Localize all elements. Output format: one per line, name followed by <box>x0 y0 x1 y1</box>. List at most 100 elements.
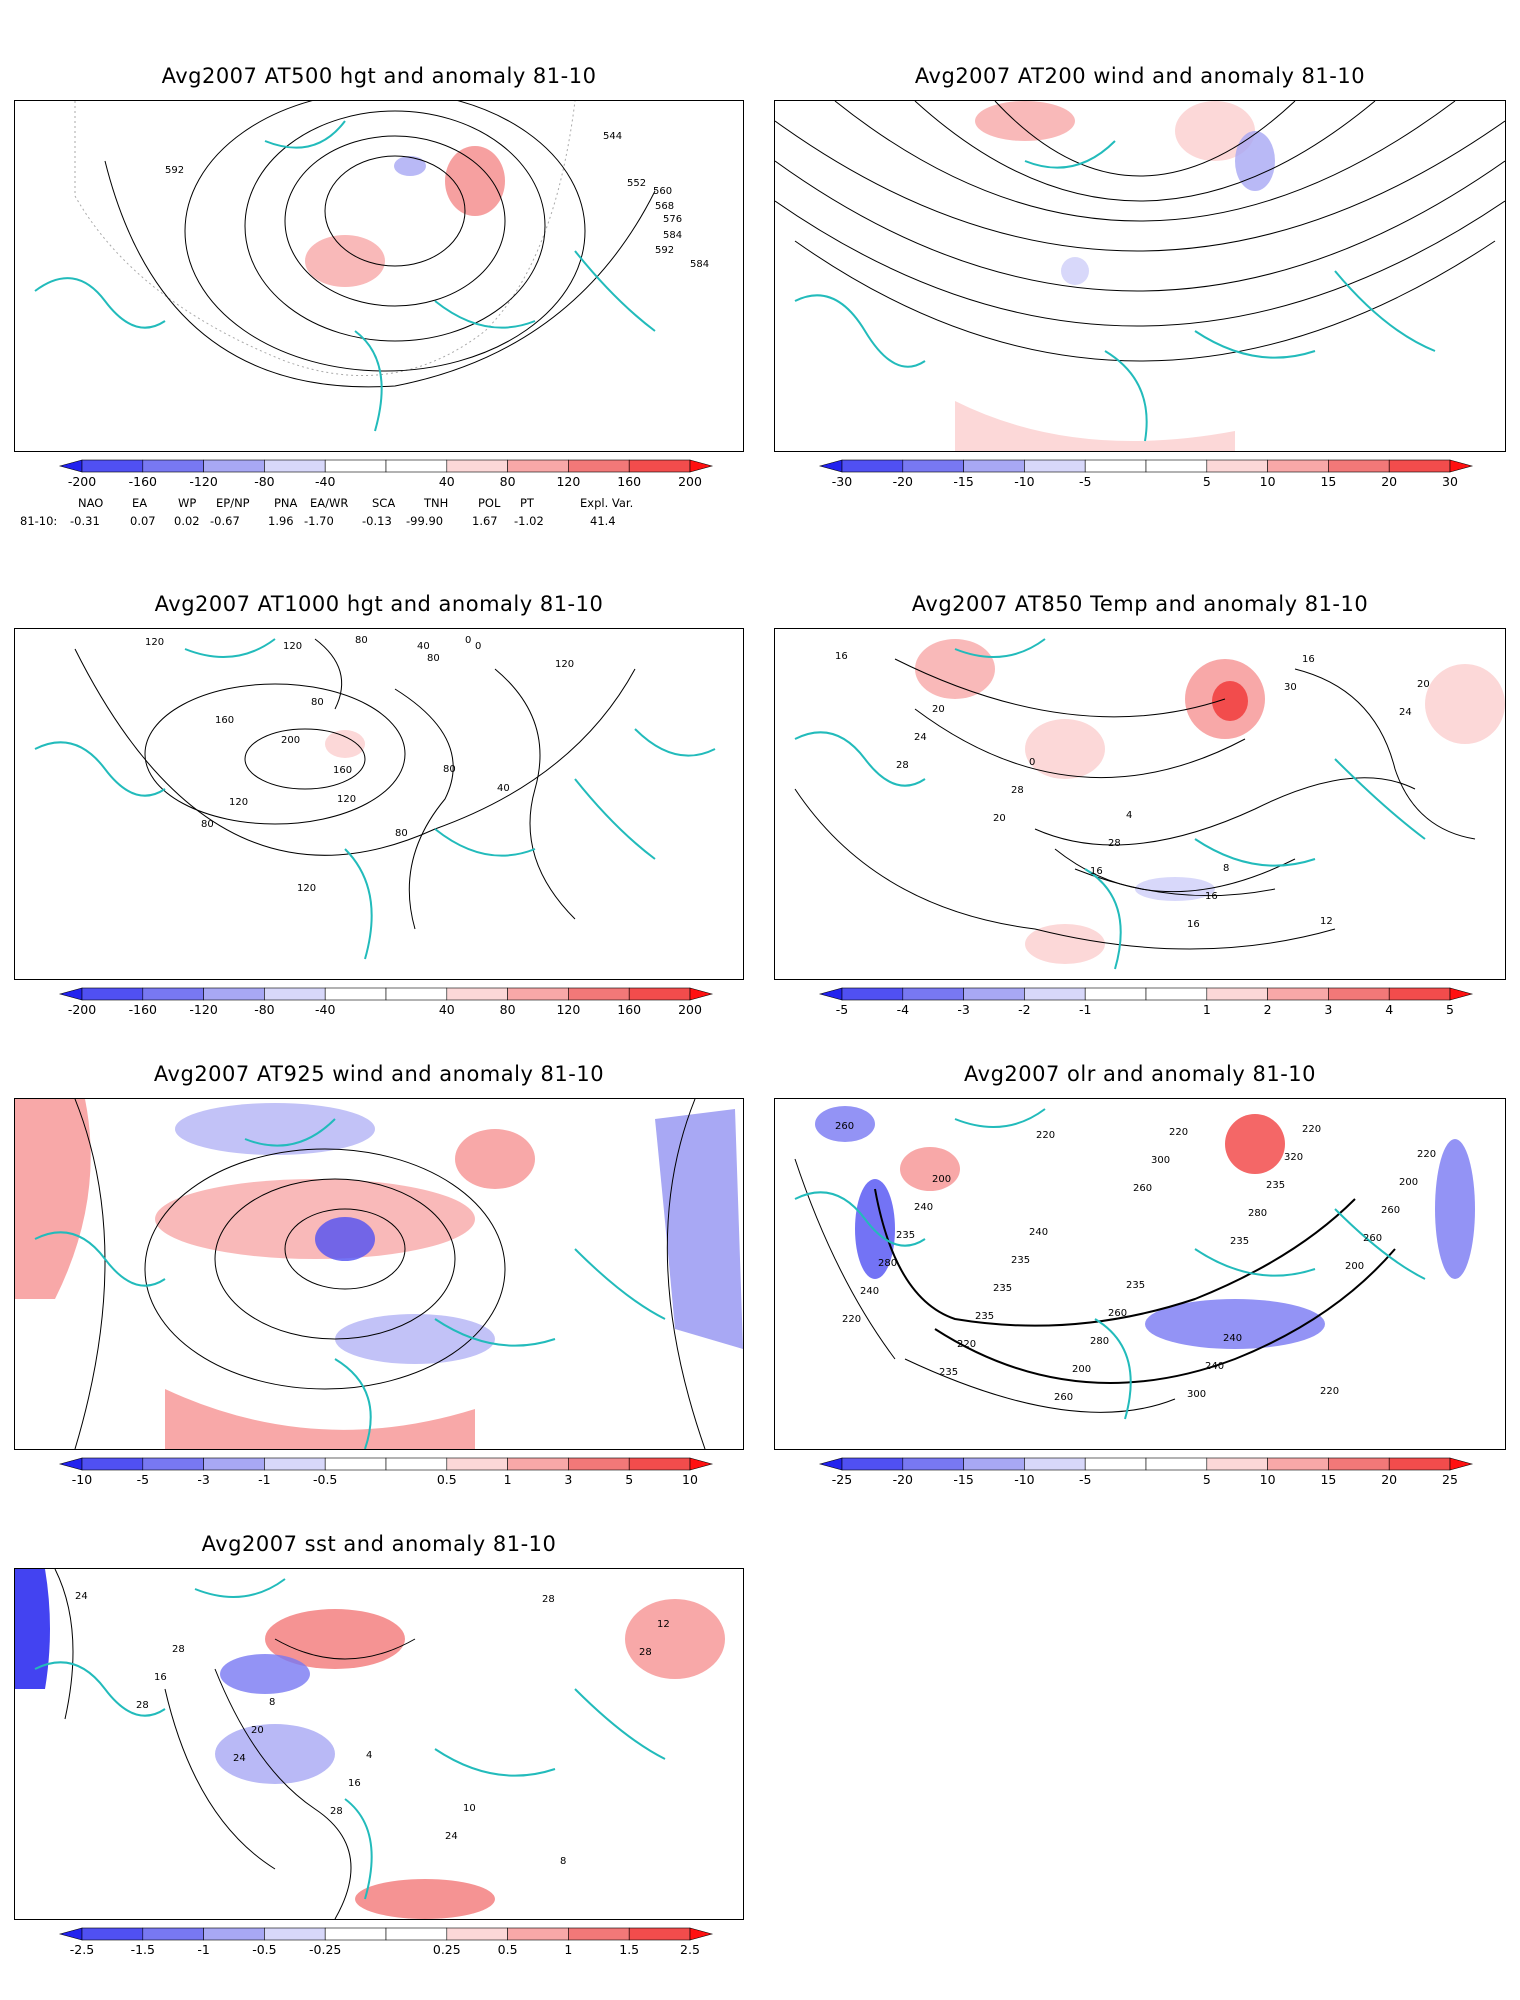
colorbar-arrow-right <box>1449 459 1474 473</box>
colorbar-segment <box>1206 459 1268 473</box>
colorbar-segment <box>628 987 691 1001</box>
contour-label: 80 <box>355 635 368 646</box>
panel-olr: Avg2007 olr and anomaly 81-10 260 200 240 2… <box>774 1056 1506 1496</box>
colorbar-tick-label: -2.5 <box>70 1942 94 1957</box>
contour-label: 235 <box>1230 1236 1249 1247</box>
colorbar-segment <box>324 459 387 473</box>
contour-label: 200 <box>281 735 300 746</box>
colorbar-segment <box>446 1457 508 1471</box>
contour-label: 235 <box>1126 1280 1145 1291</box>
contour-line <box>1034 777 1416 846</box>
contour-label: 16 <box>835 651 848 662</box>
contour-label: 260 <box>1381 1205 1400 1216</box>
contour-label: 220 <box>1036 1130 1055 1141</box>
colorbar-tick-label: -40 <box>315 474 335 489</box>
anomaly-neg <box>175 1103 375 1155</box>
header-wp: WP <box>178 496 197 510</box>
colorbar-tick-label: 1 <box>564 1942 572 1957</box>
colorbar-segment <box>264 987 326 1001</box>
colorbar-tick-label: -160 <box>129 474 157 489</box>
colorbar-segment <box>203 459 265 473</box>
contour-label: 235 <box>1011 1255 1030 1266</box>
colorbar-segment <box>902 987 964 1001</box>
colorbar-tick-label: -1 <box>197 1942 209 1957</box>
contour-label: 8 <box>269 1697 275 1708</box>
colorbar-segment <box>902 459 964 473</box>
contour-label: 20 <box>251 1725 264 1736</box>
map-frame <box>14 1098 744 1450</box>
contour-line <box>244 728 366 790</box>
anomaly-neg <box>655 1109 743 1349</box>
contour-label: 24 <box>914 732 927 743</box>
colorbar-tick-label: -40 <box>315 1002 335 1017</box>
map-at850: 16 20 0 4 8 12 20 24 28 28 16 16 24 28 20 16 16 30 <box>794 638 1505 970</box>
colorbar-segment <box>81 1457 144 1471</box>
contour-label: 200 <box>1072 1364 1091 1375</box>
value-pna: 1.96 <box>268 514 294 528</box>
contour-label: 20 <box>1417 679 1430 690</box>
anomaly-neg <box>315 1217 375 1261</box>
contour-label: 0 <box>1029 757 1035 768</box>
colorbar-tick-label: 20 <box>1381 474 1397 489</box>
colorbar-tick-label: 1.5 <box>619 1942 639 1957</box>
contour-label: 10 <box>463 1803 476 1814</box>
streamline <box>775 120 1505 252</box>
anomaly-pos <box>625 1599 725 1679</box>
colorbar-segment <box>324 987 387 1001</box>
contour-label: 28 <box>1011 785 1024 796</box>
contour-line <box>794 788 1336 950</box>
map-frame: 592 544 552 560 568 576 584 592 584 <box>14 100 744 452</box>
colorbar-tick-label: 5 <box>625 1472 633 1487</box>
coastline <box>34 1118 666 1449</box>
anomaly-neg <box>1435 1139 1475 1279</box>
colorbar-tick-label: -160 <box>129 1002 157 1017</box>
contour-label: 592 <box>165 165 184 176</box>
streamline <box>214 1178 456 1340</box>
contour-line <box>394 688 454 930</box>
contour-label: 235 <box>939 1367 958 1378</box>
colorbar: -25 -20 -15 -10 -5 5 10 15 20 25 <box>818 1456 1474 1496</box>
colorbar-tick-label: -15 <box>953 474 973 489</box>
polar-boundary <box>74 101 576 376</box>
value-tnh: -99.90 <box>406 514 444 528</box>
colorbar-tick-label: 15 <box>1320 1472 1336 1487</box>
contour-line <box>244 110 546 342</box>
colorbar-segment <box>446 459 508 473</box>
anomaly-neg <box>855 1179 895 1279</box>
colorbar-segment <box>1388 1457 1451 1471</box>
value-ea: 0.07 <box>130 514 156 528</box>
header-pt: PT <box>520 496 534 510</box>
contour-label: 240 <box>1029 1227 1048 1238</box>
contour-label: 260 <box>1108 1308 1127 1319</box>
contour-label: 300 <box>1151 1155 1170 1166</box>
contour-line <box>1294 668 1476 840</box>
colorbar-segment <box>1024 1457 1086 1471</box>
anomaly-pos <box>915 639 995 699</box>
colorbar-segment <box>841 1457 904 1471</box>
value-pt: -1.02 <box>514 514 544 528</box>
colorbar-tick-label: -10 <box>72 1472 92 1487</box>
colorbar: -2.5 -1.5 -1 -0.5 -0.25 0.25 0.5 1 1.5 2.5 <box>58 1926 714 1966</box>
contour-label: 235 <box>896 1230 915 1241</box>
colorbar-tick-label: -1.5 <box>131 1942 155 1957</box>
colorbar: -10 -5 -3 -1 -0.5 0.5 1 3 5 10 <box>58 1456 714 1496</box>
contour-label: 220 <box>1302 1124 1321 1135</box>
colorbar-tick-label: -5 <box>137 1472 149 1487</box>
contour-label: 220 <box>957 1339 976 1350</box>
colorbar: -5 -4 -3 -2 -1 1 2 3 4 5 <box>818 986 1474 1026</box>
contour-label: 220 <box>1169 1127 1188 1138</box>
colorbar-tick-label: -1 <box>1079 1002 1091 1017</box>
map-sst: 24 28 8 4 10 8 12 16 20 16 24 28 28 28 24 28 <box>15 1569 725 1919</box>
anomaly-neg <box>1235 131 1275 191</box>
colorbar-segment <box>1084 459 1147 473</box>
contour-label: 120 <box>283 641 302 652</box>
panel-at500: Avg2007 AT500 hgt and anomaly 81-10 592 5… <box>14 58 744 558</box>
contour-label: 200 <box>932 1174 951 1185</box>
contour-label: 300 <box>1187 1389 1206 1400</box>
contour-label: 120 <box>555 659 574 670</box>
colorbar-tick-label: 0.5 <box>498 1942 518 1957</box>
streamline <box>994 101 1296 177</box>
contour-label: 4 <box>1126 810 1132 821</box>
header-epnp: EP/NP <box>216 496 250 510</box>
colorbar-arrow-left <box>818 1457 843 1471</box>
